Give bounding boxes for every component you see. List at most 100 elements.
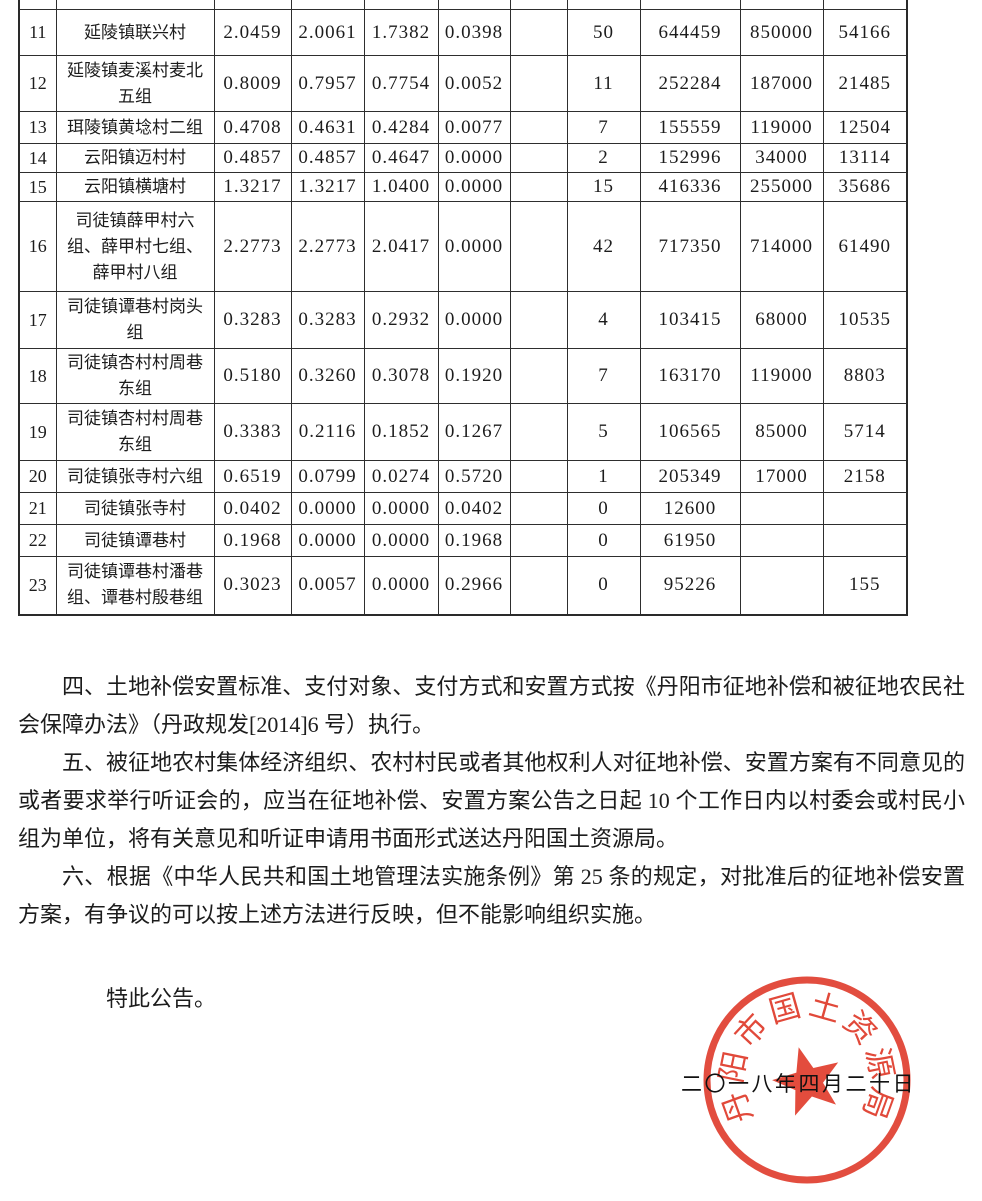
table-cell (822, 524, 908, 557)
table-cell: 11 (566, 55, 641, 112)
table-row: 15 云阳镇横塘村 1.3217 1.3217 1.0400 0.0000 15 416336… (18, 172, 908, 202)
table-cell: 0.0077 (437, 111, 511, 144)
table-cell: 152996 (639, 143, 741, 173)
table-cell: 14 (18, 143, 57, 173)
star-icon (772, 1047, 839, 1116)
table-cell: 11 (18, 9, 57, 56)
table-cell: 0.0000 (363, 556, 439, 615)
table-cell: 717350 (639, 201, 741, 292)
table-cell: 8803 (822, 348, 908, 404)
table-cell: 21485 (822, 55, 908, 112)
table-cell: 12504 (822, 111, 908, 144)
table-cell (509, 172, 568, 202)
table-row: 13 珥陵镇黄埝村二组 0.4708 0.4631 0.4284 0.0077 7 15555… (18, 111, 908, 144)
table-cell: 34000 (739, 143, 824, 173)
table-cell: 0.0799 (290, 460, 365, 493)
table-cell (509, 9, 568, 56)
table-cell: 5 (566, 403, 641, 461)
table-cell: 延陵镇联兴村 (55, 9, 215, 56)
table-cell: 1 (566, 460, 641, 493)
table-cell: 0.0398 (437, 9, 511, 56)
table-row: 14 云阳镇迈村村 0.4857 0.4857 0.4647 0.0000 2 152996 3… (18, 143, 908, 173)
table-row: 18 司徒镇杏村村周巷东组 0.5180 0.3260 0.3078 0.1920 7 163… (18, 348, 908, 404)
table-cell: 0.0000 (290, 524, 365, 557)
table-cell: 205349 (639, 460, 741, 493)
table-cell (509, 291, 568, 349)
table-cell: 714000 (739, 201, 824, 292)
table-cell (509, 460, 568, 493)
table-cell: 252284 (639, 55, 741, 112)
table-cell (18, 0, 57, 10)
table-cell: 0.3260 (290, 348, 365, 404)
table-cell: 119000 (739, 348, 824, 404)
table-cell (509, 524, 568, 557)
table-stub-row (18, 0, 908, 10)
table-cell: 19 (18, 403, 57, 461)
table-cell: 50 (566, 9, 641, 56)
table-cell: 13114 (822, 143, 908, 173)
table-cell: 0.4631 (290, 111, 365, 144)
table-cell: 61490 (822, 201, 908, 292)
table-cell: 644459 (639, 9, 741, 56)
table-row: 16 司徒镇薛甲村六组、薛甲村七组、薛甲村八组 2.2773 2.2773 2.0417… (18, 201, 908, 292)
table-cell: 15 (566, 172, 641, 202)
table-cell: 1.3217 (290, 172, 365, 202)
table-cell: 0.7957 (290, 55, 365, 112)
table-cell: 0.0000 (437, 291, 511, 349)
table-cell: 0.0000 (363, 492, 439, 525)
table-cell: 0.0000 (290, 492, 365, 525)
table-cell: 0.3023 (213, 556, 292, 615)
table-cell: 2.0061 (290, 9, 365, 56)
table-cell (509, 556, 568, 615)
table-cell: 0.1968 (437, 524, 511, 557)
table-cell: 0.5720 (437, 460, 511, 493)
table-cell (509, 403, 568, 461)
official-seal: 丹阳市国土资源局 (703, 976, 911, 1184)
table-cell: 103415 (639, 291, 741, 349)
table-cell: 0 (566, 524, 641, 557)
table-cell: 17 (18, 291, 57, 349)
table-cell: 延陵镇麦溪村麦北五组 (55, 55, 215, 112)
table-cell: 1.3217 (213, 172, 292, 202)
paragraph-item-5: 五、被征地农村集体经济组织、农村村民或者其他权利人对征地补偿、安置方案有不同意见… (18, 749, 965, 851)
table-cell: 17000 (739, 460, 824, 493)
table-cell (213, 0, 292, 10)
table-row: 17 司徒镇谭巷村岗头组 0.3283 0.3283 0.2932 0.0000 4 1034… (18, 291, 908, 349)
table-cell: 20 (18, 460, 57, 493)
table-cell (509, 492, 568, 525)
table-cell: 1.7382 (363, 9, 439, 56)
table-cell: 0.2966 (437, 556, 511, 615)
table-row: 12 延陵镇麦溪村麦北五组 0.8009 0.7957 0.7754 0.0052 11 25… (18, 55, 908, 112)
table-cell: 12 (18, 55, 57, 112)
table-cell: 61950 (639, 524, 741, 557)
table-cell: 850000 (739, 9, 824, 56)
table-cutoff-stub (18, 0, 908, 10)
table-cell: 95226 (639, 556, 741, 615)
table-cell: 0.0274 (363, 460, 439, 493)
seal-ring (703, 976, 911, 1184)
table-cell: 5714 (822, 403, 908, 461)
table-cell: 0 (566, 556, 641, 615)
table-cell (639, 0, 741, 10)
table-cell: 18 (18, 348, 57, 404)
table-cell: 16 (18, 201, 57, 292)
table-cell: 0.6519 (213, 460, 292, 493)
table-cell (55, 0, 215, 10)
table-cell: 云阳镇迈村村 (55, 143, 215, 173)
table-cell: 0.8009 (213, 55, 292, 112)
table-cell (509, 55, 568, 112)
table-cell: 司徒镇谭巷村 (55, 524, 215, 557)
compensation-table: 11 延陵镇联兴村 2.0459 2.0061 1.7382 0.0398 50 644459… (18, 0, 908, 616)
table-cell (739, 0, 824, 10)
table-cell: 15 (18, 172, 57, 202)
table-cell: 42 (566, 201, 641, 292)
table-cell: 35686 (822, 172, 908, 202)
table-cell: 0.1852 (363, 403, 439, 461)
table-cell: 2.2773 (213, 201, 292, 292)
table-cell (566, 0, 641, 10)
table-cell: 司徒镇杏村村周巷东组 (55, 403, 215, 461)
table-row: 22 司徒镇谭巷村 0.1968 0.0000 0.0000 0.1968 0 61950 (18, 524, 908, 557)
table-cell: 0.1968 (213, 524, 292, 557)
table-cell (437, 0, 511, 10)
